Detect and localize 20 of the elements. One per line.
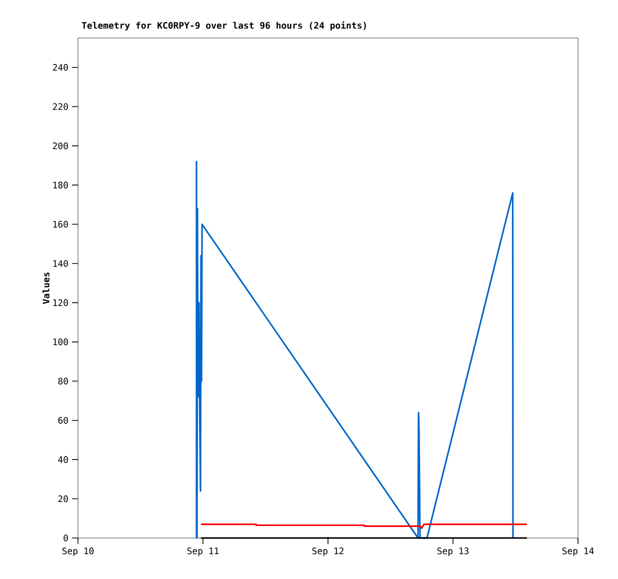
y-tick-label: 140	[53, 260, 68, 267]
x-tick-label: Sep 11	[187, 548, 219, 556]
x-tick-label: Sep 14	[562, 548, 594, 556]
x-tick-label: Sep 10	[62, 548, 94, 556]
y-tick-label: 80	[58, 378, 68, 385]
y-axis-title: Values	[42, 272, 50, 304]
y-tick-label: 240	[52, 64, 68, 71]
y-tick-label: 120	[53, 299, 68, 306]
y-tick-label: 20	[58, 495, 68, 502]
y-tick-label: 180	[53, 182, 68, 188]
chart-title: Telemetry for KC0RPY-9 over last 96 hours (24 points)	[82, 21, 366, 30]
x-tick-label: Sep 12	[312, 548, 344, 556]
y-tick-label: 200	[52, 142, 68, 150]
y-tick-label: 0	[64, 534, 68, 542]
y-tick-label: 100	[53, 338, 68, 346]
y-tick-label: 160	[53, 220, 68, 228]
y-tick-label: 40	[58, 456, 68, 463]
x-tick-label: Sep 13	[437, 548, 469, 556]
y-tick-label: 220	[52, 103, 68, 110]
y-tick-label: 60	[58, 416, 68, 424]
